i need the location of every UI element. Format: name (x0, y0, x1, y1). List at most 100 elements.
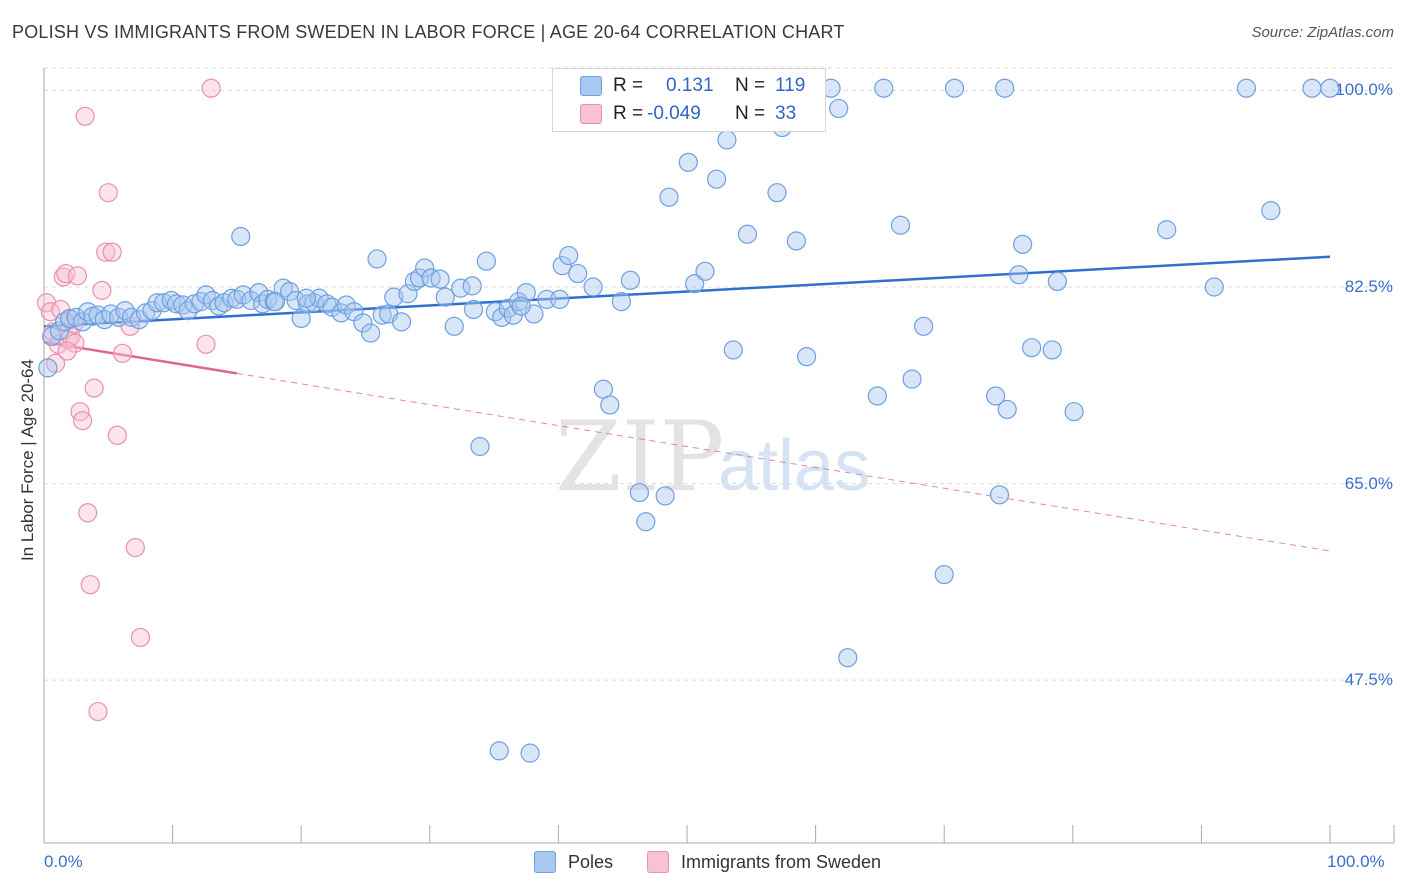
poles-point (1042, 340, 1062, 360)
sweden-point (84, 378, 104, 398)
sweden-points (36, 78, 221, 722)
poles-point (767, 183, 787, 203)
poles-point (161, 290, 181, 311)
poles-point (231, 226, 251, 247)
axes (43, 68, 1395, 844)
poles-point (1013, 234, 1033, 254)
poles-point (706, 169, 727, 189)
trend-lines (43, 255, 1331, 552)
sweden-point (102, 242, 122, 262)
poles-point (404, 271, 424, 292)
poles-point (629, 482, 650, 503)
poles-point (511, 296, 531, 316)
poles-point (1022, 338, 1042, 358)
stats-legend: R = 0.131 N = 119 R = -0.049 N = 33 (552, 68, 826, 132)
sweden-point (196, 334, 216, 354)
poles-r-label: R = (613, 75, 644, 96)
sweden-point (80, 575, 100, 595)
poles-point (636, 512, 656, 532)
poles-point (520, 743, 540, 763)
sweden-point (112, 343, 133, 363)
poles-point (659, 187, 679, 207)
poles-point (241, 290, 261, 311)
poles-point (121, 307, 142, 327)
poles-point (829, 98, 849, 119)
source-label: Source: ZipAtlas.com (1251, 24, 1394, 41)
poles-point (1064, 402, 1084, 422)
poles-point (296, 288, 316, 308)
sweden-r-label: R = (613, 103, 644, 124)
poles-point (796, 347, 817, 367)
poles-point (147, 293, 167, 313)
grid-lines (44, 67, 1394, 681)
poles-point (435, 287, 455, 307)
sweden-point (98, 183, 118, 203)
sweden-point (75, 106, 95, 126)
legend-poles[interactable]: Poles (534, 851, 613, 873)
poles-point (391, 312, 412, 332)
poles-point (451, 278, 471, 298)
sweden-trend-line-solid (43, 340, 238, 375)
sweden-point (57, 341, 77, 361)
sweden-point (201, 78, 221, 98)
sweden-n-value: 33 (775, 103, 797, 124)
poles-point (685, 274, 705, 294)
sweden-point (96, 242, 116, 262)
poles-point (552, 256, 572, 276)
sweden-legend-label: Immigrants from Sweden (681, 851, 882, 872)
poles-point (568, 263, 588, 284)
poles-point (489, 741, 509, 761)
sweden-trend-line-dashed (236, 372, 1331, 552)
x-tick-min: 0.0% (44, 852, 83, 871)
poles-point (678, 152, 698, 172)
poles-point (934, 564, 954, 585)
poles-point (655, 486, 675, 506)
poles-legend-label: Poles (568, 851, 614, 872)
y-axis-label: In Labor Force | Age 20-64 (18, 359, 37, 561)
legend-sweden[interactable]: Immigrants from Sweden (647, 851, 881, 873)
sweden-n-label: N = (735, 103, 766, 124)
poles-point (476, 251, 496, 271)
poles-point (317, 294, 337, 314)
poles-point (361, 323, 381, 343)
poles-point (1157, 220, 1177, 240)
poles-point (398, 284, 418, 304)
poles-point (444, 316, 464, 336)
poles-legend-swatch (534, 851, 556, 873)
poles-point (995, 78, 1015, 98)
poles-point (944, 78, 965, 98)
legend-row-poles: R = 0.131 N = 119 (553, 72, 825, 100)
poles-point (384, 287, 404, 307)
poles-point (695, 261, 715, 281)
poles-n-value: 119 (775, 75, 806, 96)
poles-point (1204, 277, 1224, 297)
poles-point (463, 299, 484, 320)
poles-point (322, 297, 342, 317)
poles-point (1047, 271, 1067, 292)
poles-swatch (580, 76, 602, 96)
poles-point (1009, 265, 1029, 285)
poles-point (611, 292, 632, 312)
y-tick-label: 82.5% (1344, 277, 1393, 297)
poles-point (989, 485, 1010, 505)
sweden-point (53, 267, 73, 287)
poles-point (1261, 201, 1281, 221)
sweden-point (107, 425, 127, 445)
sweden-point (88, 701, 108, 722)
poles-point (38, 358, 58, 378)
poles-point (1320, 78, 1340, 98)
sweden-point (78, 503, 98, 523)
poles-point (902, 369, 922, 389)
x-tick-max: 100.0% (1327, 852, 1385, 871)
poles-n-label: N = (735, 75, 766, 96)
y-tick-label: 65.0% (1344, 473, 1393, 493)
sweden-swatch (580, 104, 602, 124)
sweden-point (67, 266, 88, 286)
chart-title: POLISH VS IMMIGRANTS FROM SWEDEN IN LABO… (12, 22, 845, 42)
poles-point (336, 295, 356, 315)
poles-point (914, 316, 934, 336)
poles-point (620, 270, 641, 290)
poles-point (717, 130, 737, 150)
poles-point (874, 78, 894, 98)
y-tick-label: 47.5% (1344, 670, 1393, 690)
